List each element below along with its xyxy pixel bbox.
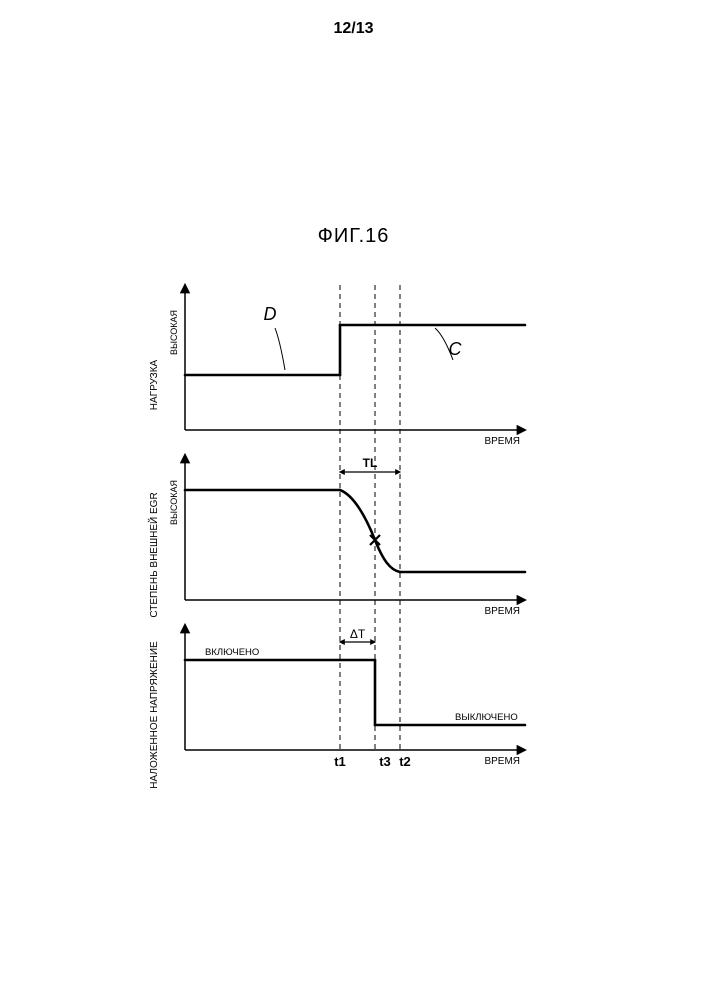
svg-text:ВРЕМЯ: ВРЕМЯ: [484, 436, 520, 447]
svg-text:СТЕПЕНЬ ВНЕШНЕЙ EGR: СТЕПЕНЬ ВНЕШНЕЙ EGR: [147, 492, 160, 617]
svg-text:ВЫСОКАЯ: ВЫСОКАЯ: [169, 480, 179, 525]
svg-text:ВЫКЛЮЧЕНО: ВЫКЛЮЧЕНО: [455, 712, 518, 723]
svg-text:C: C: [449, 339, 463, 359]
svg-text:НАГРУЗКА: НАГРУЗКА: [149, 359, 160, 410]
timing-diagram: ВЫСОКАЯ НАГРУЗКА ВРЕМЯ D C ВЫСОКАЯ СТЕПЕНЬ ВНЕ…: [125, 280, 545, 840]
page: 12/13 ФИГ.16 ВЫСОКАЯНАГРУЗКАВРЕМЯDCВЫСОК…: [0, 0, 707, 1000]
svg-text:D: D: [264, 304, 277, 324]
svg-text:t2: t2: [399, 754, 411, 769]
figure-title: ФИГ.16: [0, 225, 707, 248]
svg-text:ВРЕМЯ: ВРЕМЯ: [484, 606, 520, 617]
svg-text:TL: TL: [363, 456, 378, 470]
svg-text:ВКЛЮЧЕНО: ВКЛЮЧЕНО: [205, 647, 259, 658]
svg-text:ВЫСОКАЯ: ВЫСОКАЯ: [169, 310, 179, 355]
svg-text:НАЛОЖЕННОЕ НАПРЯЖЕНИЕ: НАЛОЖЕННОЕ НАПРЯЖЕНИЕ: [149, 641, 160, 789]
svg-text:t3: t3: [379, 754, 391, 769]
svg-text:ΔT: ΔT: [350, 627, 366, 641]
svg-text:t1: t1: [334, 754, 346, 769]
page-number: 12/13: [0, 20, 707, 38]
svg-text:ВРЕМЯ: ВРЕМЯ: [484, 756, 520, 767]
diagram-container: ВЫСОКАЯ НАГРУЗКА ВРЕМЯ D C ВЫСОКАЯ СТЕПЕНЬ ВНЕ…: [125, 280, 545, 845]
